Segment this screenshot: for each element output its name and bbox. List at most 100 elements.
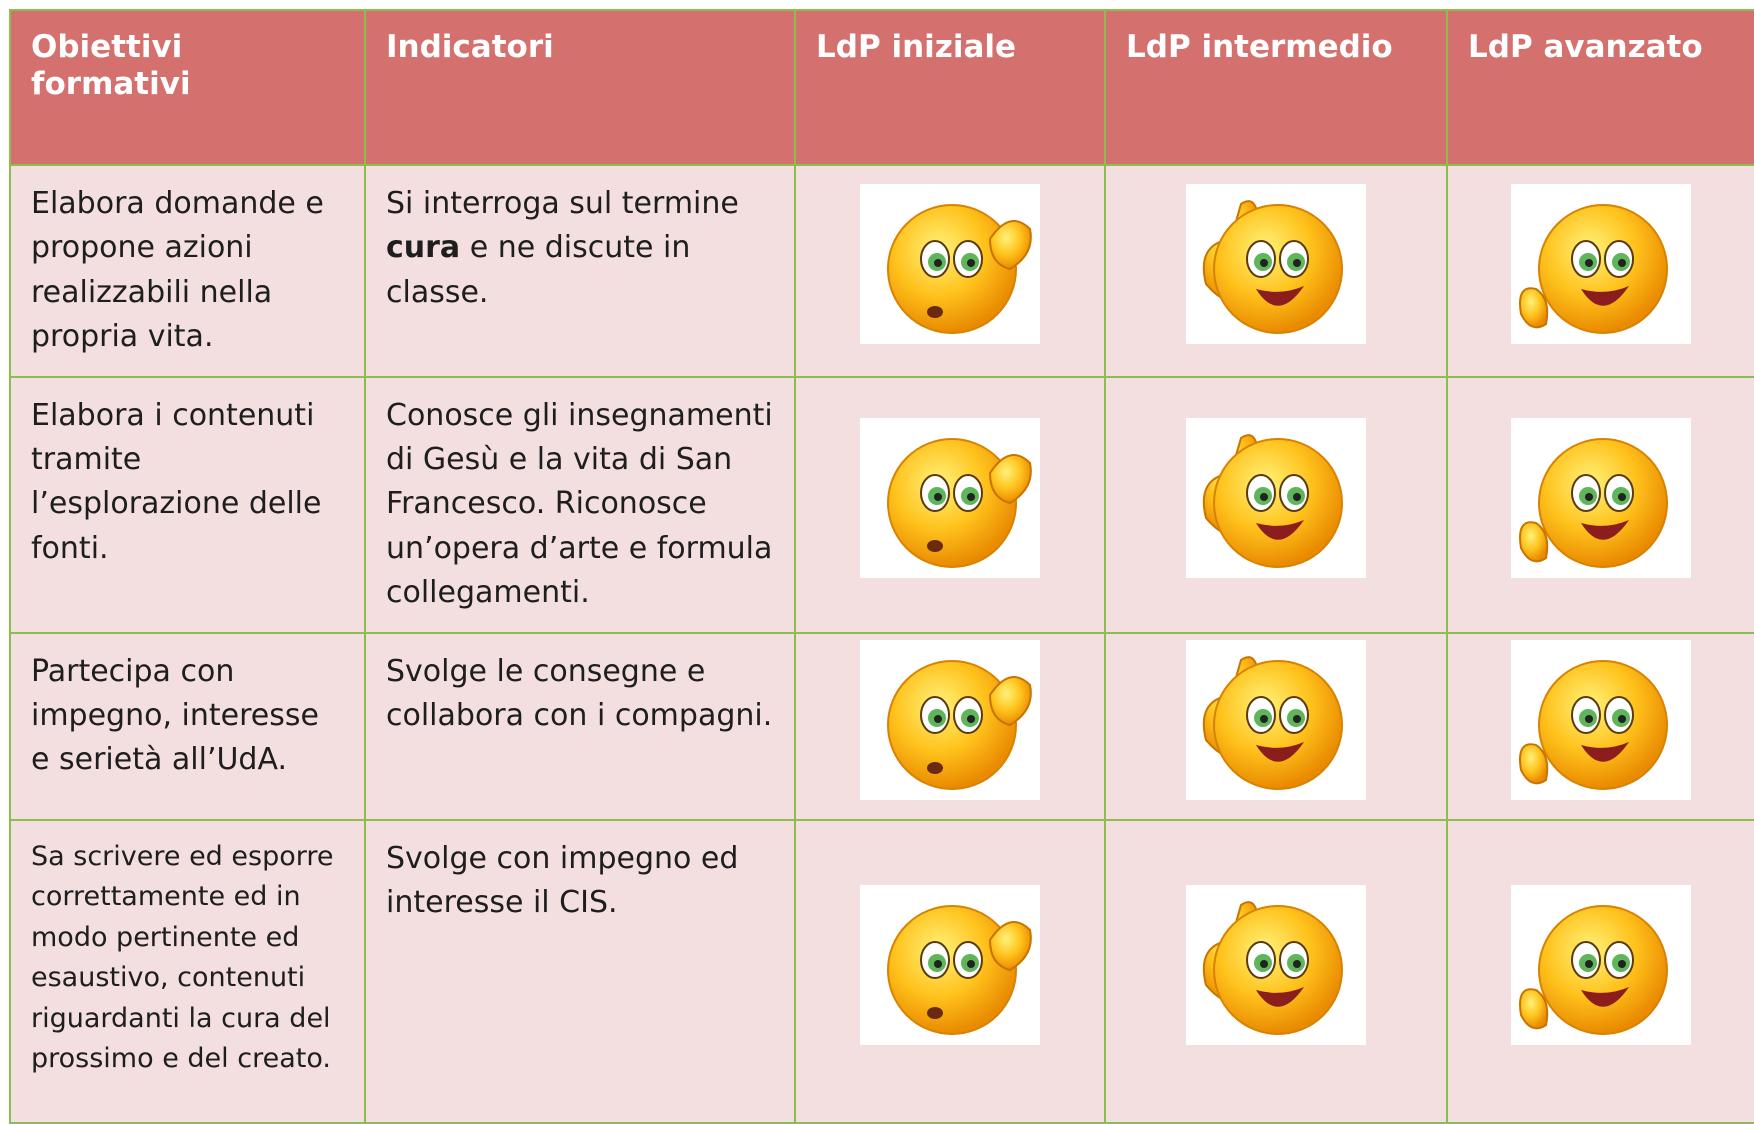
indicator-cell: Conosce gli insegnamenti di Gesù e la vi…: [364, 375, 796, 634]
pupil: [1260, 492, 1268, 501]
emoji-laugh: [1511, 884, 1691, 1045]
pupil: [1293, 259, 1301, 268]
table-row: Elabora domande e propone azioni realizz…: [9, 164, 1754, 378]
emoji-cell: [794, 164, 1106, 378]
mouth: [1581, 519, 1629, 540]
mouth: [1581, 986, 1629, 1007]
pupil: [934, 492, 942, 501]
mouth: [1581, 286, 1629, 306]
table-row: Elabora i contenuti tramite l’esplorazio…: [9, 375, 1754, 634]
indicator-cell: Si interroga sul termine cura e ne discu…: [364, 164, 796, 378]
emoji-thumb: [1186, 417, 1366, 578]
mouth: [927, 539, 943, 552]
pupil: [1618, 959, 1626, 968]
mouth: [1256, 986, 1304, 1007]
emoji-thumb: [1186, 884, 1366, 1045]
hand: [988, 220, 1032, 271]
mouth: [1256, 519, 1304, 540]
face: [1213, 659, 1343, 790]
pupil: [967, 959, 975, 968]
indicator-text: Svolge con impegno ed interesse il CIS.: [386, 840, 739, 921]
face: [1538, 659, 1668, 790]
hand: [1519, 742, 1549, 784]
page: Obiettivi formativi Indicatori LdP inizial…: [9, 9, 1754, 1124]
emoji-cell: [1446, 164, 1754, 378]
table-row: Sa scrivere ed esporre correttamente ed …: [9, 818, 1754, 1124]
pupil: [1260, 259, 1268, 268]
emoji-cell: [1446, 375, 1754, 634]
header-cell: LdP intermedio: [1104, 9, 1448, 166]
pupil: [1260, 714, 1268, 723]
rubric-table: Obiettivi formativi Indicatori LdP inizial…: [9, 9, 1754, 1124]
emoji-thumb: [1186, 184, 1366, 345]
emoji-cell: [1446, 818, 1754, 1124]
emoji-laugh: [1511, 184, 1691, 345]
pupil: [1293, 714, 1301, 723]
emoji-laugh: [1511, 639, 1691, 800]
face: [1538, 904, 1668, 1035]
emoji-think: [860, 184, 1040, 345]
emoji-cell: [1104, 818, 1448, 1124]
indicator-text: e ne discute in classe.: [386, 230, 691, 310]
emoji-cell: [794, 631, 1106, 821]
table-row: Partecipa con impegno, interesse e serie…: [9, 631, 1754, 821]
header-cell: Indicatori: [364, 9, 796, 166]
mouth: [927, 306, 943, 319]
face: [887, 204, 1017, 335]
emoji-think: [860, 884, 1040, 1045]
mouth: [1256, 741, 1304, 762]
pupil: [1585, 714, 1593, 723]
mouth: [927, 1006, 943, 1019]
face: [1213, 204, 1343, 335]
pupil: [1585, 959, 1593, 968]
pupil: [1260, 959, 1268, 968]
header-row: Obiettivi formativi Indicatori LdP inizial…: [9, 9, 1754, 166]
emoji-cell: [794, 375, 1106, 634]
indicator-cell: Svolge con impegno ed interesse il CIS.: [364, 818, 796, 1124]
pupil: [934, 259, 942, 268]
objective-cell: Elabora i contenuti tramite l’esplorazio…: [9, 375, 366, 634]
hand: [988, 920, 1032, 971]
pupil: [967, 492, 975, 501]
emoji-cell: [1446, 631, 1754, 821]
indicator-text: Svolge le consegne e collabora con i com…: [386, 653, 773, 733]
objective-cell: Elabora domande e propone azioni realizz…: [9, 164, 366, 378]
pupil: [1618, 492, 1626, 501]
pupil: [1585, 259, 1593, 268]
emoji-laugh: [1511, 417, 1691, 578]
pupil: [1618, 714, 1626, 723]
mouth: [927, 761, 943, 774]
pupil: [1618, 259, 1626, 268]
header-cell: Obiettivi formativi: [9, 9, 366, 166]
face: [1538, 437, 1668, 568]
emoji-cell: [1104, 375, 1448, 634]
header-cell: LdP iniziale: [794, 9, 1106, 166]
emoji-thumb: [1186, 639, 1366, 800]
hand: [988, 675, 1032, 726]
header-cell: LdP avanzato: [1446, 9, 1754, 166]
indicator-cell: Svolge le consegne e collabora con i com…: [364, 631, 796, 821]
hand: [1519, 988, 1549, 1029]
hand: [1519, 521, 1549, 563]
indicator-text: cura: [386, 230, 461, 266]
pupil: [967, 714, 975, 723]
emoji-think: [860, 417, 1040, 578]
pupil: [934, 959, 942, 968]
face: [1213, 904, 1343, 1035]
hand: [988, 453, 1032, 504]
indicator-text: Si interroga sul termine: [386, 186, 739, 221]
face: [1213, 437, 1343, 568]
face: [887, 904, 1017, 1035]
face: [1538, 204, 1668, 335]
objective-cell: Sa scrivere ed esporre correttamente ed …: [9, 818, 366, 1124]
pupil: [967, 259, 975, 268]
emoji-cell: [1104, 164, 1448, 378]
pupil: [1585, 492, 1593, 501]
mouth: [1256, 286, 1304, 306]
indicator-text: Conosce gli insegnamenti di Gesù e la vi…: [386, 397, 773, 611]
emoji-cell: [1104, 631, 1448, 821]
hand: [1519, 287, 1549, 329]
emoji-cell: [794, 818, 1106, 1124]
pupil: [934, 714, 942, 723]
mouth: [1581, 741, 1629, 762]
